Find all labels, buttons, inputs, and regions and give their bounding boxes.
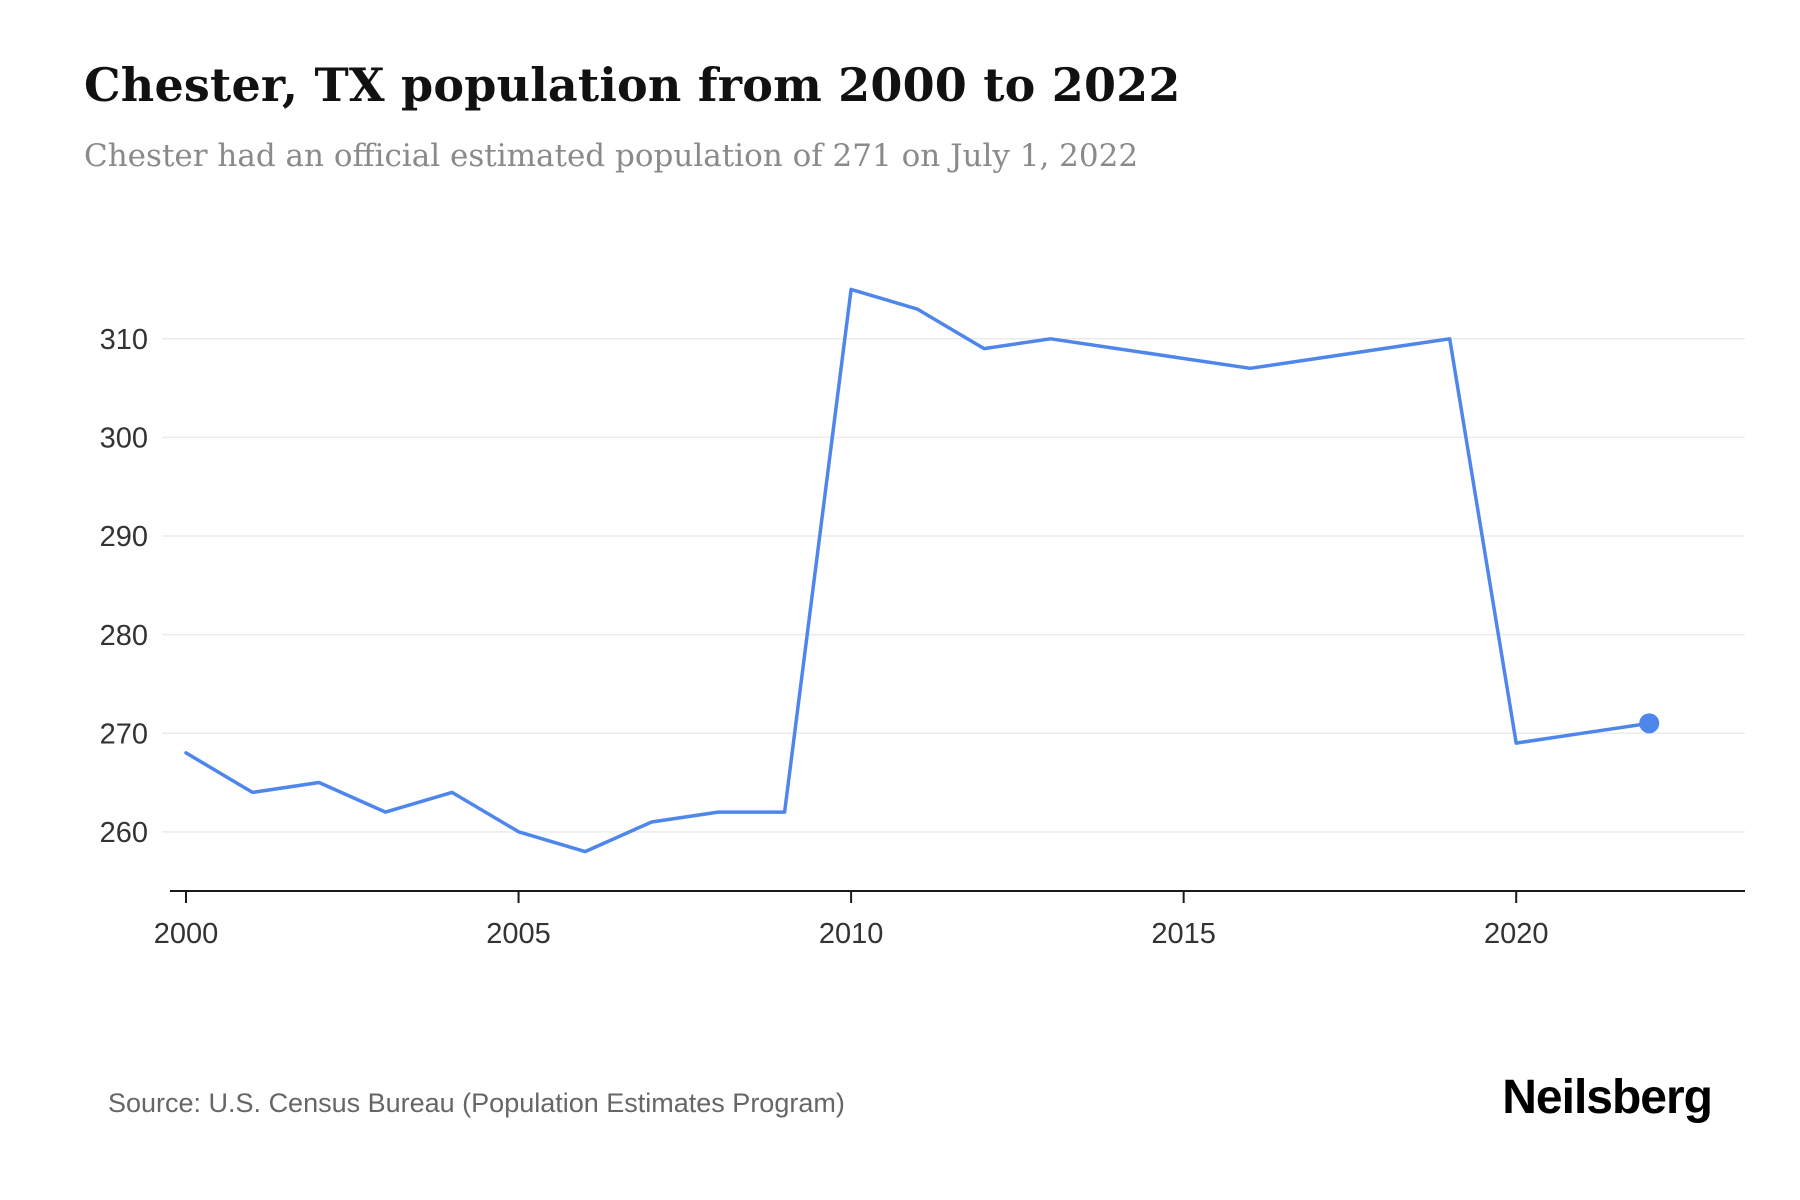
y-tick-label: 260 — [100, 817, 148, 849]
x-tick-label: 2000 — [154, 918, 219, 950]
y-tick-label: 290 — [100, 521, 148, 553]
chart-subtitle: Chester had an official estimated popula… — [84, 138, 1139, 174]
chart-title: Chester, TX population from 2000 to 2022 — [84, 58, 1181, 112]
population-line — [184, 287, 1651, 854]
x-tick-label: 2005 — [486, 918, 551, 950]
neilsberg-logo: Neilsberg — [1502, 1071, 1713, 1124]
x-tick-label: 2020 — [1484, 918, 1549, 950]
source-attribution: Source: U.S. Census Bureau (Population E… — [108, 1088, 845, 1118]
x-tick-label: 2015 — [1151, 918, 1216, 950]
y-tick-label: 270 — [100, 718, 148, 750]
end-point-marker — [1639, 713, 1660, 734]
y-tick-label: 310 — [100, 324, 148, 356]
x-tick-label: 2010 — [819, 918, 884, 950]
y-tick-label: 300 — [100, 423, 148, 455]
y-tick-label: 280 — [100, 620, 148, 652]
